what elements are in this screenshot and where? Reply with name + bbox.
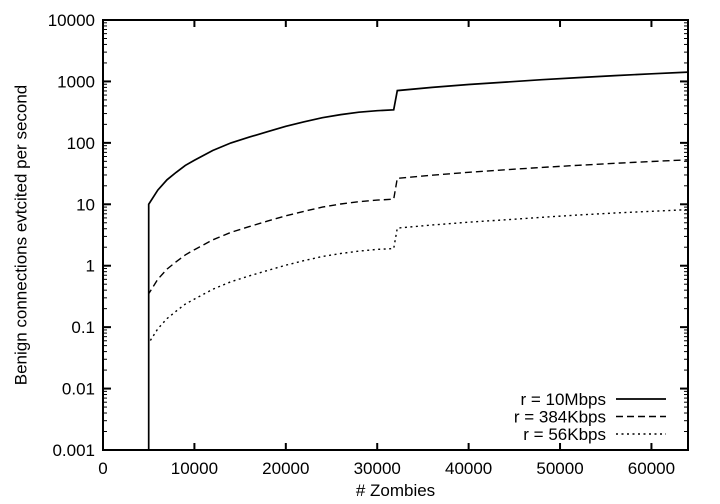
x-tick-label: 40000 [445,459,492,478]
curve-r-384kbps [147,159,689,450]
y-tick-label: 1000 [57,72,95,91]
y-tick-label: 1 [86,257,95,276]
x-axis-title: # Zombies [355,481,436,500]
x-tick-label: 60000 [628,459,675,478]
y-tick-label: 10000 [48,11,95,30]
plot-border [102,19,689,451]
curve-r-10mbps [147,71,689,450]
legend-label-r-56kbps: r = 56Kbps [523,425,606,444]
y-tick-label: 0.001 [52,441,95,460]
legend-label-r-384kbps: r = 384Kbps [514,408,606,427]
x-tick-label: 10000 [171,459,218,478]
y-tick-label: 0.1 [71,318,95,337]
y-tick-label: 100 [67,134,95,153]
x-tick-label: 50000 [536,459,583,478]
y-tick-label: 10 [76,195,95,214]
y-axis-title: Benign connections evtcited per second [11,84,31,386]
x-tick-label: 20000 [262,459,309,478]
x-tick-label: 30000 [354,459,401,478]
y-tick-label: 0.01 [62,380,95,399]
x-tick-label: 0 [98,459,107,478]
curve-r-56kbps [147,208,689,450]
legend-label-r-10mbps: r = 10Mbps [520,390,606,409]
